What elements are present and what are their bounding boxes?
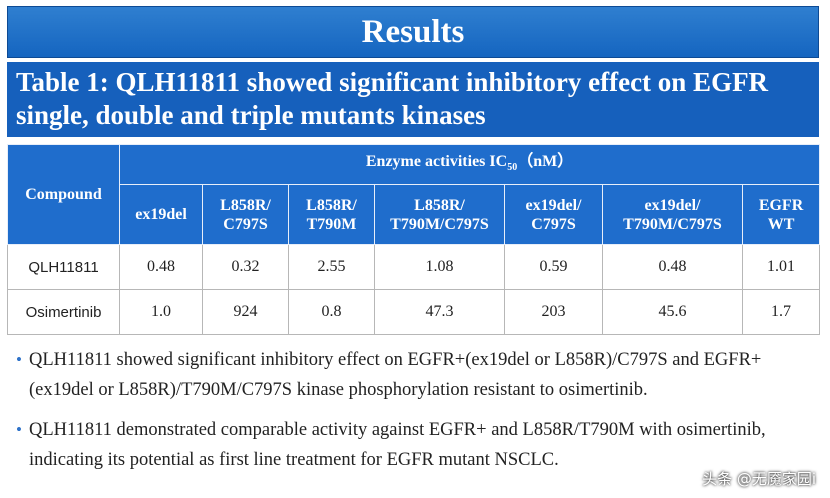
value-cell: 47.3 <box>374 289 505 335</box>
column-header-line-2: C797S <box>531 215 576 233</box>
list-item: • QLH11811 demonstrated comparable activ… <box>16 415 816 475</box>
bullet-icon: • <box>16 420 22 439</box>
column-header-line-2: C797S <box>223 215 268 233</box>
table-row: Osimertinib 1.0 924 0.8 47.3 203 45.6 1.… <box>7 289 821 335</box>
value-cell: 2.55 <box>288 244 375 290</box>
value-cell: 1.0 <box>119 289 203 335</box>
column-header-line-1: ex19del/ <box>525 196 582 214</box>
column-header-line-1: L858R/ <box>414 196 465 214</box>
watermark: 头条 @无魇家园i <box>702 470 816 488</box>
column-header: L858R/T790M/C797S <box>374 184 505 245</box>
ic50-table: Compound Enzyme activities IC50（nM） ex19… <box>7 144 821 335</box>
bullet-text: QLH11811 demonstrated comparable activit… <box>29 420 766 470</box>
column-header: ex19del/T790M/C797S <box>602 184 743 245</box>
bullet-text: QLH11811 showed significant inhibitory e… <box>29 350 762 400</box>
value-cell: 0.59 <box>504 244 603 290</box>
value-cell: 1.01 <box>741 244 821 290</box>
column-header-line-1: EGFR <box>758 196 804 214</box>
column-header-line-1: ex19del/ <box>644 196 701 214</box>
column-header-line-2: T790M/C797S <box>623 215 722 233</box>
compound-cell: QLH11811 <box>7 244 120 290</box>
column-header: L858R/C797S <box>202 184 289 245</box>
table-caption-line-2: single, double and triple mutants kinase… <box>16 100 486 130</box>
ic50-header-prefix: Enzyme activities IC <box>365 152 508 170</box>
value-cell: 0.8 <box>288 289 375 335</box>
bullet-icon: • <box>16 350 22 369</box>
value-cell: 0.48 <box>119 244 203 290</box>
enzyme-activities-header: Enzyme activities IC50（nM） <box>118 144 821 185</box>
table-caption-line-1: Table 1: QLH11811 showed significant inh… <box>16 67 769 97</box>
column-header: L858R/T790M <box>288 184 375 245</box>
table-caption: Table 1: QLH11811 showed significant inh… <box>7 62 819 137</box>
column-header-line-2: T790M <box>306 215 357 233</box>
column-header-line-2: T790M/C797S <box>390 215 489 233</box>
column-header: ex19del/C797S <box>504 184 603 245</box>
compound-header: Compound <box>7 144 120 245</box>
ic50-header-subscript: 50 <box>507 162 518 174</box>
column-header-line-1: L858R/ <box>306 196 357 214</box>
value-cell: 1.7 <box>741 289 821 335</box>
value-cell: 203 <box>504 289 603 335</box>
findings-list: • QLH11811 showed significant inhibitory… <box>16 345 816 485</box>
value-cell: 0.48 <box>602 244 743 290</box>
value-cell: 0.32 <box>202 244 289 290</box>
column-header-line-1: ex19del <box>135 206 187 223</box>
results-banner: Results <box>7 6 819 58</box>
list-item: • QLH11811 showed significant inhibitory… <box>16 345 816 405</box>
table-row: QLH11811 0.48 0.32 2.55 1.08 0.59 0.48 1… <box>7 244 821 290</box>
column-header: ex19del <box>119 184 203 245</box>
ic50-header-suffix: （nM） <box>517 152 574 170</box>
value-cell: 924 <box>202 289 289 335</box>
compound-cell: Osimertinib <box>7 289 120 335</box>
banner-title: Results <box>361 13 465 50</box>
value-cell: 45.6 <box>602 289 743 335</box>
column-header-line-2: WT <box>767 215 795 233</box>
column-header: EGFR WT <box>741 184 821 245</box>
column-header-line-1: L858R/ <box>220 196 271 214</box>
value-cell: 1.08 <box>374 244 505 290</box>
